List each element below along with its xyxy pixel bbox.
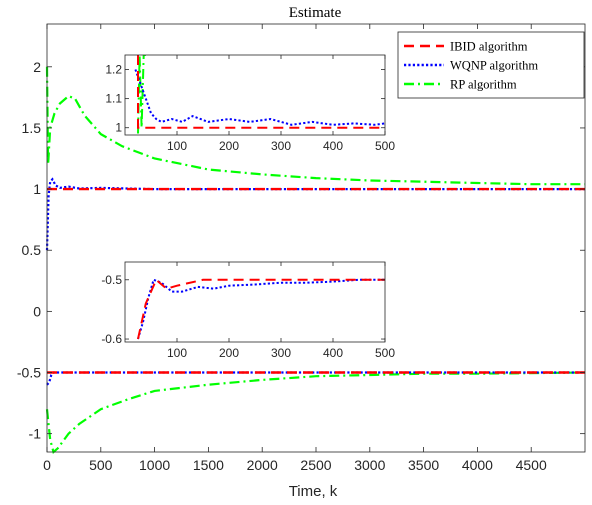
inset-plot-area [125,262,385,342]
x-tick-label: 3000 [354,457,385,473]
x-tick-label: 1000 [139,457,170,473]
inset-frame [124,54,386,136]
inset-y-tick-label: -0.5 [101,273,122,287]
inset-x-tick-label: 200 [219,139,239,153]
inset-y-tick-label: 1 [115,121,122,135]
y-tick-label: 1 [33,181,41,197]
x-tick-label: 2500 [300,457,331,473]
inset-series-group [134,55,385,134]
inset-upper-zoom: 100 200 300 400 500 1 1.1 1.2 [105,54,395,153]
x-tick-label: 500 [89,457,113,473]
y-tick-label: 0 [33,303,41,319]
series-rp-lower [45,371,586,454]
x-tick-label: 4500 [516,457,547,473]
y-tick-label: 0.5 [22,242,42,258]
legend-label: WQNP algorithm [450,59,538,73]
inset-x-tick-label: 100 [167,139,187,153]
x-tick-label: 4000 [462,457,493,473]
x-axis-label: Time, k [289,483,338,500]
inset-y-tick-label: 1.2 [105,63,122,77]
legend-label: IBID algorithm [450,40,528,54]
inset-x-tick-label: 300 [271,346,291,360]
x-tick-label: 0 [43,457,51,473]
legend-label: RP algorithm [450,78,517,92]
inset-series-ibid [137,278,385,340]
inset-series-group [137,278,385,340]
y-tick-label: -1 [29,426,42,442]
inset-series-ibid [137,55,385,129]
x-tick-label: 2000 [247,457,278,473]
y-tick-label: -0.5 [17,365,41,381]
inset-x-tick-label: 400 [323,346,343,360]
inset-x-tick-label: 400 [323,139,343,153]
inset-x-tick-label: 300 [271,139,291,153]
inset-plot-area [125,55,385,135]
inset-y-tick-label: 1.1 [105,92,122,106]
inset-y-tick-label: -0.6 [101,332,122,346]
series-rp-upper [45,66,585,186]
legend-box [397,31,585,99]
inset-lower-zoom: 100 200 300 400 500 -0.5 -0.6 [101,261,395,360]
y-tick-label: 2 [33,59,41,75]
inset-x-tick-label: 500 [375,139,395,153]
legend: IBID algorithm WQNP algorithm RP algorithm [397,31,585,99]
x-tick-label: 1500 [193,457,224,473]
chart-title: Estimate [289,5,342,21]
inset-x-tick-label: 100 [167,346,187,360]
inset-x-tick-label: 200 [219,346,239,360]
y-tick-label: 1.5 [22,120,42,136]
inset-frame [124,261,386,343]
inset-series-wqnp [134,69,385,126]
x-tick-label: 3500 [408,457,439,473]
inset-x-tick-label: 500 [375,346,395,360]
